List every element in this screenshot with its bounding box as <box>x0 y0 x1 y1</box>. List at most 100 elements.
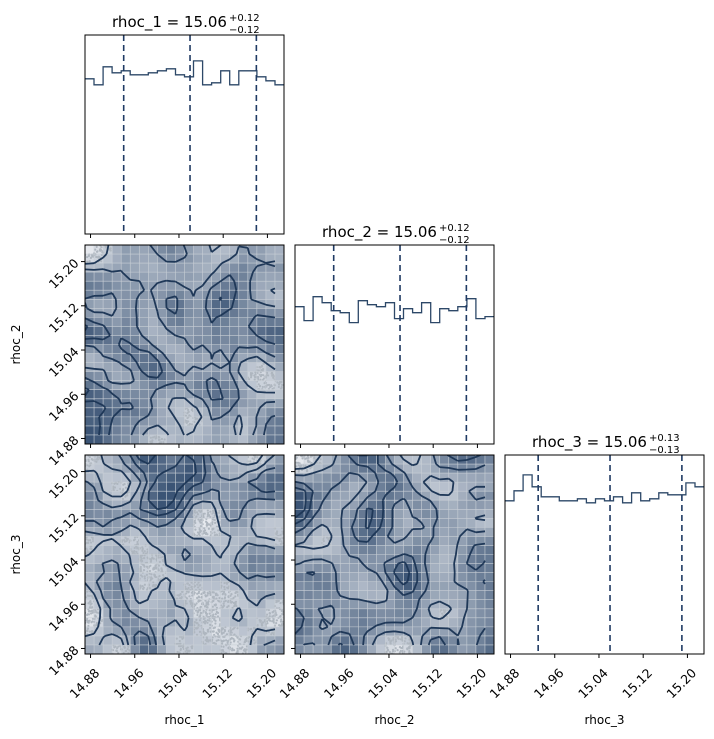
sample-point <box>199 518 202 522</box>
density-cell <box>475 626 486 637</box>
density-cell <box>166 599 176 610</box>
density-cell <box>202 254 212 264</box>
density-cell <box>85 500 95 510</box>
sample-point <box>202 609 205 612</box>
sample-point <box>214 592 217 595</box>
sample-point <box>212 596 215 599</box>
density-cell <box>448 581 459 591</box>
density-cell <box>121 527 131 537</box>
sample-point <box>96 250 99 253</box>
sample-point <box>217 628 220 631</box>
density-cell <box>340 626 350 637</box>
density-cell <box>157 536 167 546</box>
density-cell <box>247 371 258 381</box>
density-cell <box>457 518 468 528</box>
density-cell <box>466 482 477 492</box>
sample-point <box>121 497 125 501</box>
density-cell <box>238 545 249 555</box>
density-cell <box>175 554 185 564</box>
sample-point <box>212 511 215 514</box>
density-cell <box>184 380 194 391</box>
density-cell <box>238 263 249 273</box>
density-cell <box>139 482 149 492</box>
sample-point <box>297 469 301 472</box>
density-cell <box>220 536 231 546</box>
density-cell <box>403 581 413 591</box>
density-cell <box>430 509 441 519</box>
density-cell <box>247 344 258 354</box>
density-cell <box>448 536 459 546</box>
contour-line <box>295 455 486 646</box>
sample-point <box>206 591 209 594</box>
density-cell <box>94 353 104 363</box>
sample-point <box>206 606 209 609</box>
density-cell <box>256 608 267 619</box>
sample-point <box>215 597 218 600</box>
sample-point <box>181 646 185 649</box>
density-cell <box>184 554 194 564</box>
density-cell <box>94 317 104 327</box>
density-cell <box>166 335 176 345</box>
sample-point <box>162 441 165 444</box>
density-cell <box>256 599 267 610</box>
sample-point <box>208 626 212 629</box>
sample-point <box>408 645 411 648</box>
density-cell <box>247 545 258 555</box>
density-cell <box>367 473 377 483</box>
sample-point <box>162 574 165 577</box>
density-cell <box>220 371 231 381</box>
sample-point <box>205 614 208 617</box>
sample-point <box>176 642 179 646</box>
density-cell <box>304 635 314 646</box>
density-cell <box>229 626 240 637</box>
sample-point <box>141 548 144 551</box>
density-cell <box>112 344 122 354</box>
density-cell <box>265 281 276 291</box>
sample-point <box>145 565 149 568</box>
density-cell <box>229 464 240 474</box>
density-cell <box>112 635 122 646</box>
sample-point <box>399 649 402 653</box>
axes-frame <box>84 454 285 655</box>
density-cell <box>238 272 249 282</box>
density-cell <box>139 434 149 444</box>
sample-point <box>142 551 145 555</box>
sample-point <box>195 511 199 514</box>
x-axis-label-rhoc_3: rhoc_3 <box>585 713 625 727</box>
density-cell <box>166 389 176 400</box>
density-cell <box>229 554 240 564</box>
density-cell <box>211 527 221 537</box>
density-cell <box>265 617 276 628</box>
density-cell <box>175 536 185 546</box>
sample-point <box>109 247 112 250</box>
density-cell <box>466 500 477 510</box>
density-cell <box>238 563 249 573</box>
sample-point <box>186 582 189 585</box>
density-cell <box>175 464 185 474</box>
density-cell <box>139 254 149 264</box>
title-minus-error: −0.12 <box>439 235 470 246</box>
density-cell <box>193 635 203 646</box>
density-cell <box>220 644 231 654</box>
density-cell <box>340 635 350 646</box>
density-cell <box>103 581 113 591</box>
sample-point <box>226 586 229 589</box>
density-cell <box>358 590 368 601</box>
sample-point <box>158 560 161 564</box>
density-cell <box>211 473 221 483</box>
density-cell <box>184 353 194 363</box>
density-cell <box>256 563 267 573</box>
sample-point <box>271 611 274 614</box>
sample-point <box>206 509 209 512</box>
density-cell <box>193 545 203 555</box>
density-cell <box>385 608 395 619</box>
density-cell <box>148 482 158 492</box>
sample-point <box>212 641 215 645</box>
sample-point <box>88 465 91 468</box>
density-cell <box>202 299 212 309</box>
density-cell <box>94 263 104 273</box>
density-cell <box>367 545 377 555</box>
sample-point <box>206 621 209 624</box>
density-cell <box>304 527 314 537</box>
density-cell <box>85 362 95 372</box>
